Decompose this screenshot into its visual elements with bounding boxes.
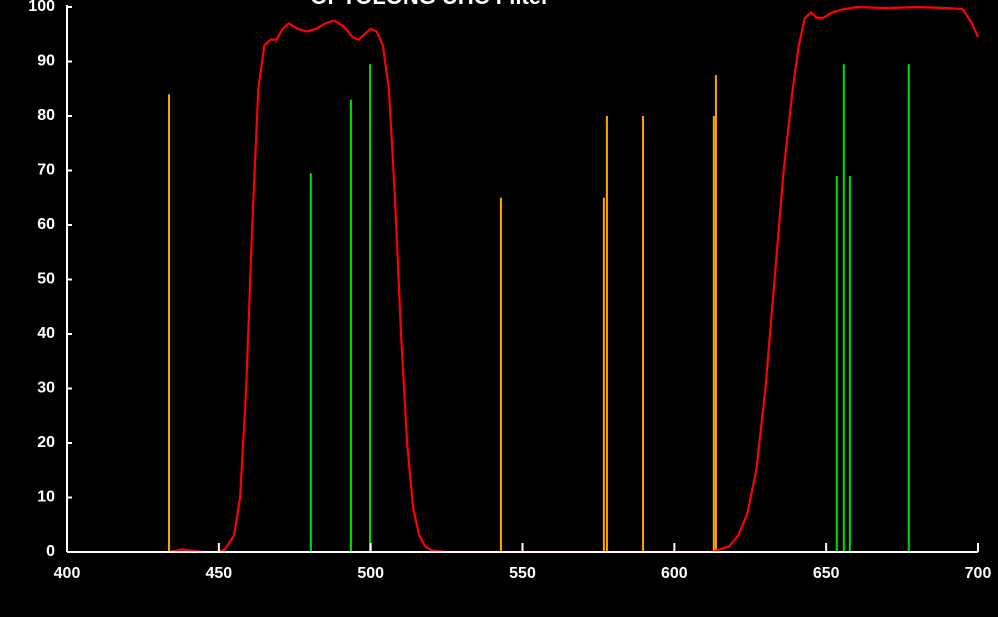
y-tick-label: 10 bbox=[37, 489, 55, 506]
y-tick-label: 30 bbox=[37, 380, 55, 397]
x-tick-label: 700 bbox=[965, 565, 992, 582]
y-tick-label: 90 bbox=[37, 53, 55, 70]
x-tick-label: 450 bbox=[205, 565, 232, 582]
x-tick-label: 550 bbox=[509, 565, 536, 582]
y-tick-label: 80 bbox=[37, 107, 55, 124]
y-tick-label: 20 bbox=[37, 434, 55, 451]
y-tick-label: 70 bbox=[37, 162, 55, 179]
x-tick-label: 500 bbox=[357, 565, 384, 582]
x-tick-label: 600 bbox=[661, 565, 688, 582]
y-tick-label: 100 bbox=[28, 0, 55, 15]
chart-title: OPTOLONG UHC Filter bbox=[310, 0, 550, 9]
y-tick-label: 50 bbox=[37, 271, 55, 288]
x-tick-label: 400 bbox=[54, 565, 81, 582]
x-tick-label: 650 bbox=[813, 565, 840, 582]
y-tick-label: 0 bbox=[46, 543, 55, 560]
y-tick-label: 40 bbox=[37, 325, 55, 342]
y-tick-label: 60 bbox=[37, 216, 55, 233]
transmission-curve bbox=[170, 5, 980, 554]
